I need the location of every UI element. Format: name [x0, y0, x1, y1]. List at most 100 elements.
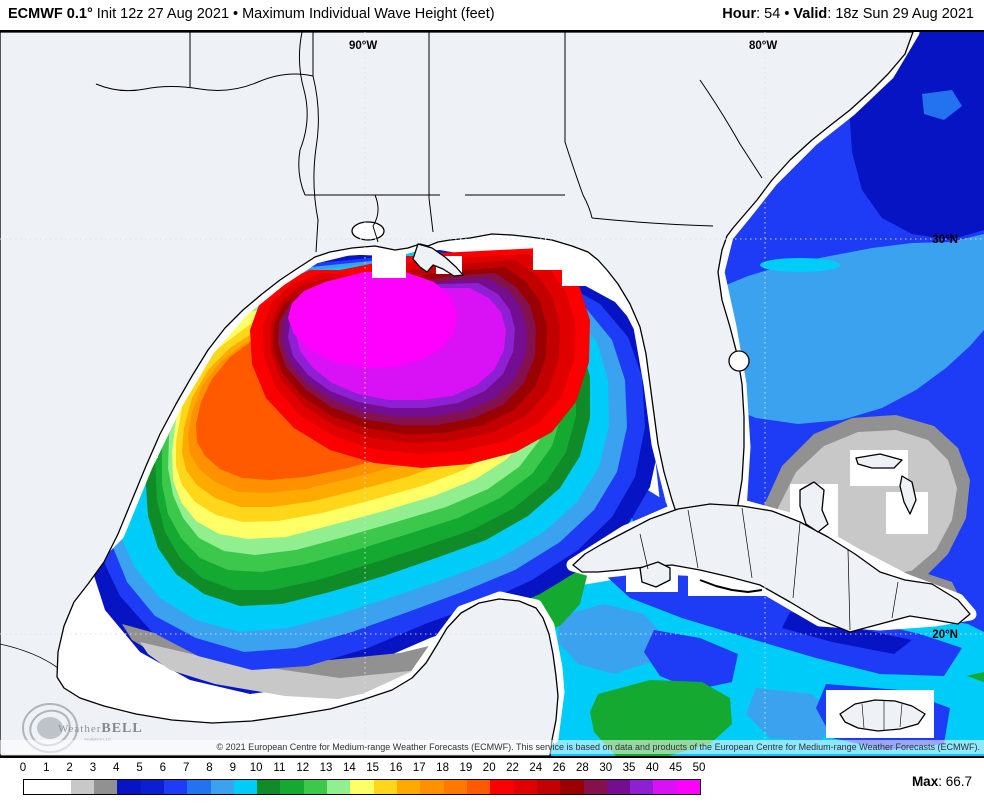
scale-segment-10-11	[257, 780, 281, 794]
scale-segment-13-14	[327, 780, 351, 794]
yucatan-channel-sky	[558, 604, 664, 674]
map-canvas: 90°W 80°W 30°N 20°N WeatherBELL Analytic…	[0, 30, 984, 758]
border-ms-al	[428, 32, 434, 233]
land-mississippi-delta	[412, 243, 464, 277]
scale-segment-7-8	[187, 780, 211, 794]
scale-label-35: 35	[622, 762, 636, 774]
scale-segment-1-2	[47, 780, 71, 794]
scale-label-28: 28	[576, 762, 589, 774]
label-30n: 30°N	[932, 234, 958, 246]
scale-segment-14-15	[350, 780, 374, 794]
border-jamaica-parishes	[861, 701, 903, 730]
legend-area: 0 1 2 3 4 5 6 7 8 9 10 11 12 13 14 15 16 17 18 19 20 22 24 26 28…	[0, 758, 984, 808]
cayman-royal	[644, 630, 738, 690]
atlantic-blue-patch	[922, 90, 962, 120]
land-florida-keys	[699, 579, 763, 593]
hour-value: 54	[764, 6, 781, 22]
scale-segment-2-3	[70, 780, 94, 794]
scale-segment-26-28	[560, 780, 584, 794]
wave-height-map: 90°W 80°W 30°N 20°N WeatherBELL Analytic…	[0, 32, 984, 756]
border-ga-sc	[699, 79, 763, 179]
scale-label-14: 14	[342, 762, 356, 774]
logo-text: WeatherBELL	[58, 721, 143, 736]
scale-label-24: 24	[529, 762, 543, 774]
scale-segment-24-26	[536, 780, 561, 794]
land-jamaica	[839, 699, 926, 732]
scale-label-10: 10	[249, 762, 263, 774]
logo-subtext: Analytics LLC	[84, 737, 112, 742]
header-right: Hour: 54 • Valid: 18z Sun 29 Aug 2021	[722, 6, 974, 22]
header-left: ECMWF 0.1° Init 12z 27 Aug 2021 • Maximum …	[8, 6, 495, 22]
scale-label-6: 6	[159, 762, 167, 774]
scale-label-26: 26	[552, 762, 566, 774]
scale-segment-3-4	[93, 780, 118, 794]
scale-label-20: 20	[482, 762, 496, 774]
scale-segment-17-18	[420, 780, 444, 794]
scale-label-9: 9	[229, 762, 236, 774]
scale-segment-9-10	[233, 780, 258, 794]
header-bullet: •	[233, 6, 239, 22]
scale-label-5: 5	[136, 762, 143, 774]
land-andros	[799, 481, 829, 533]
scale-label-22: 22	[506, 762, 519, 774]
scale-label-45: 45	[669, 762, 683, 774]
valid-sep: :	[827, 6, 836, 22]
product-title: Maximum Individual Wave Height (feet)	[242, 6, 495, 22]
scale-segment-28-30	[583, 780, 607, 794]
init-time: Init 12z 27 Aug 2021	[96, 6, 230, 22]
caribbean-green-south	[590, 680, 732, 756]
border-fl-ga	[591, 217, 714, 227]
border-chattahoochee	[582, 194, 593, 219]
scale-label-7: 7	[182, 762, 190, 774]
copyright-text: © 2021 European Centre for Medium-range …	[216, 742, 980, 752]
scale-segment-6-7	[163, 780, 188, 794]
lake-okeechobee	[728, 350, 750, 372]
scale-label-18: 18	[436, 762, 449, 774]
max-sep: :	[938, 774, 946, 789]
scale-segment-19-20	[466, 780, 491, 794]
scale-label-0: 0	[19, 762, 27, 774]
white-cell	[372, 252, 406, 278]
scale-segment-15-16	[373, 780, 397, 794]
scale-segment-5-6	[140, 780, 164, 794]
land-grand-bahama	[855, 453, 903, 469]
scale-label-50: 50	[692, 762, 706, 774]
scale-label-11: 11	[273, 762, 286, 774]
scale-label-8: 8	[206, 762, 213, 774]
scale-label-13: 13	[319, 762, 333, 774]
scale-segment-30-35	[606, 780, 631, 794]
scale-label-40: 40	[645, 762, 659, 774]
graticule-labels: 90°W 80°W 30°N 20°N	[349, 40, 958, 641]
white-cell	[562, 258, 586, 286]
copyright-bar: © 2021 European Centre for Medium-range …	[0, 740, 984, 754]
max-value: 66.7	[945, 774, 972, 789]
scale-segment-40-45	[653, 780, 677, 794]
land-cuba	[572, 503, 971, 633]
header-bar: ECMWF 0.1° Init 12z 27 Aug 2021 • Maximum …	[0, 0, 984, 30]
scale-segment-18-19	[443, 780, 467, 794]
max-label: Max	[911, 774, 939, 789]
land-masses	[0, 32, 971, 756]
scale-segment-45-50	[676, 780, 701, 794]
valid-bullet: •	[784, 6, 790, 22]
scale-segment-35-40	[630, 780, 654, 794]
scale-label-1: 1	[43, 762, 50, 774]
logo-swirl-icon-core	[37, 717, 63, 739]
model-name: ECMWF 0.1°	[8, 6, 93, 22]
scale-label-17: 17	[412, 762, 426, 774]
color-scale-labels: 0 1 2 3 4 5 6 7 8 9 10 11 12 13 14 15 16 17 18 19 20 22 24 26 28…	[19, 762, 706, 776]
border-pearl-river	[372, 194, 379, 243]
scale-label-2: 2	[66, 762, 73, 774]
scale-label-15: 15	[366, 762, 380, 774]
land-eleuthera	[899, 475, 917, 515]
border-cuba-provinces	[639, 507, 899, 631]
valid-label: Valid	[793, 6, 828, 22]
label-80w: 80°W	[749, 40, 777, 52]
border-ms-river	[298, 32, 308, 196]
lake-pontchartrain	[351, 221, 385, 241]
border-al-ga	[564, 32, 584, 196]
gulf-band-45-50	[288, 272, 457, 368]
scale-label-19: 19	[459, 762, 473, 774]
scale-segment-22-24	[513, 780, 537, 794]
scale-segment-0-1	[24, 780, 48, 794]
